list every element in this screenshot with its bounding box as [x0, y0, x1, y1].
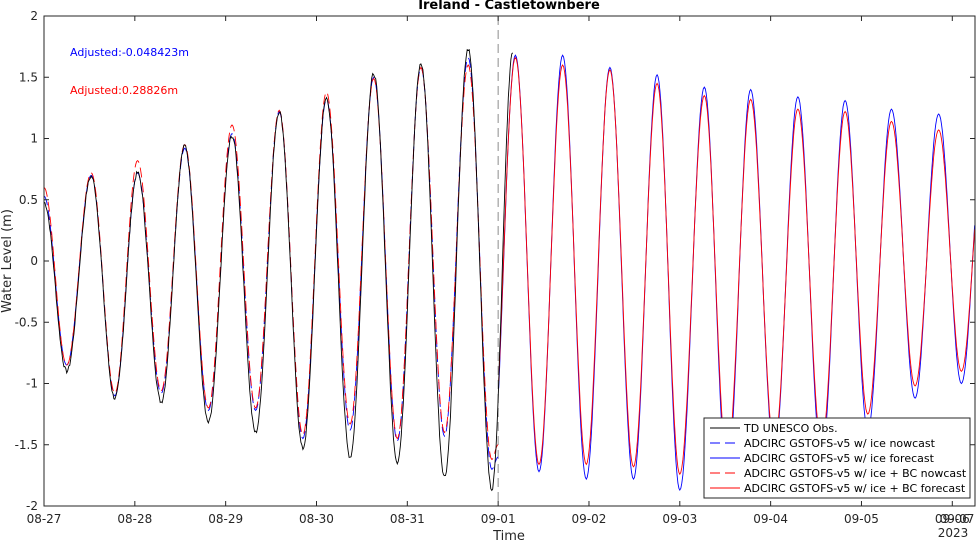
adjustment-annotation: Adjusted:-0.048423m: [70, 46, 189, 59]
x-tick-label: 09-07: [940, 512, 975, 526]
legend-label: TD UNESCO Obs.: [743, 422, 838, 435]
series-lines: [44, 48, 975, 492]
y-tick-label: -2: [26, 499, 38, 513]
y-tick-label: -0.5: [15, 315, 38, 329]
adjustment-annotation: Adjusted:0.28826m: [70, 84, 178, 97]
axes: -2 -1.5 -1 -0.5 0 0.5 1 1.5 2 08-27 08-28 08-29 08-3…: [15, 9, 976, 540]
x-tick-label: 08-27: [27, 512, 62, 526]
legend-label: ADCIRC GSTOFS-v5 w/ ice + BC forecast: [744, 482, 966, 495]
y-tick-label: 0.5: [19, 193, 38, 207]
x-tick-label: 08-31: [390, 512, 425, 526]
x-tick-label: 08-28: [117, 512, 152, 526]
chart-title: Ireland - Castletownbere: [418, 0, 600, 13]
series-line-4: [498, 56, 975, 476]
x-tick-label: 09-02: [572, 512, 607, 526]
y-tick-label: 1.5: [19, 70, 38, 84]
legend: TD UNESCO Obs. ADCIRC GSTOFS-v5 w/ ice no…: [703, 417, 971, 499]
series-line-0: [44, 48, 514, 492]
y-tick-label: 2: [30, 9, 38, 23]
series-line-3: [44, 64, 499, 460]
legend-label: ADCIRC GSTOFS-v5 w/ ice + BC nowcast: [744, 467, 967, 480]
x-tick-label: 09-03: [662, 512, 697, 526]
x-year-label: 2023: [938, 526, 969, 540]
legend-label: ADCIRC GSTOFS-v5 w/ ice nowcast: [744, 437, 936, 450]
annotations: Adjusted:-0.048423m Adjusted:0.28826m: [70, 46, 189, 97]
y-tick-label: -1: [26, 377, 38, 391]
y-tick-label: 1: [30, 132, 38, 146]
x-axis-label: Time: [492, 529, 525, 541]
x-tick-label: 09-01: [481, 512, 516, 526]
x-tick-label: 09-04: [753, 512, 788, 526]
legend-box: [703, 417, 971, 499]
x-tick-label: 08-29: [208, 512, 243, 526]
legend-label: ADCIRC GSTOFS-v5 w/ ice forecast: [744, 452, 935, 465]
x-tick-label: 09-06: [935, 512, 970, 526]
plot-area: [44, 16, 975, 506]
x-tick-label: 09-05: [844, 512, 879, 526]
x-tick-label: 08-30: [299, 512, 334, 526]
y-tick-label: -1.5: [15, 438, 38, 452]
y-axis-label: Water Level (m): [0, 209, 15, 313]
y-tick-label: 0: [30, 254, 38, 268]
